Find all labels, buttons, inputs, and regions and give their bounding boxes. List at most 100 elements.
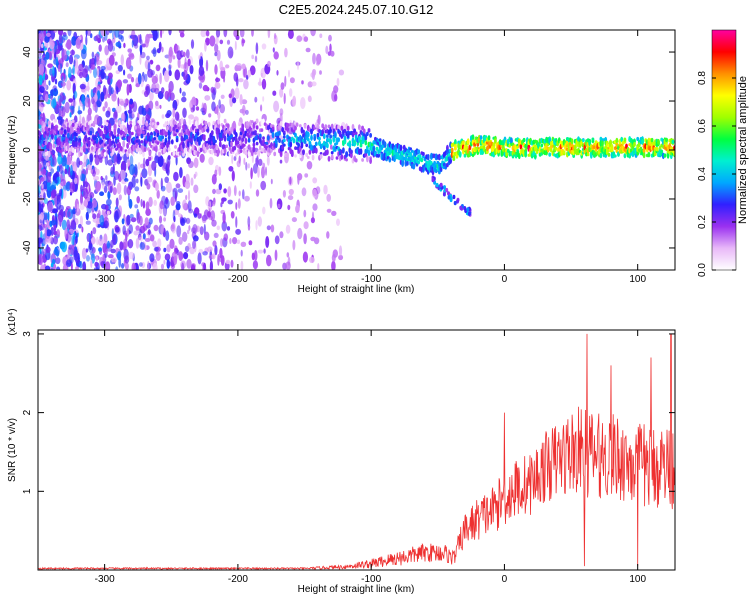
heatmap-cell	[361, 141, 364, 145]
heatmap-cell	[174, 121, 177, 125]
heatmap-cell	[120, 169, 126, 181]
heatmap-cell	[40, 103, 46, 108]
heatmap-cell	[110, 166, 114, 175]
heatmap-cell	[438, 153, 441, 161]
heatmap-cell	[162, 147, 166, 155]
heatmap-cell	[494, 138, 497, 144]
heatmap-cell	[319, 33, 323, 39]
heatmap-cell	[174, 190, 177, 203]
heatmap-cell	[83, 143, 86, 150]
heatmap-cell	[262, 96, 265, 102]
heatmap-cell	[102, 141, 105, 149]
heatmap-cell	[273, 151, 277, 157]
heatmap-cell	[214, 152, 217, 156]
heatmap-cell	[55, 56, 59, 65]
heatmap-cell	[92, 152, 96, 156]
heatmap-cell	[52, 88, 59, 97]
heatmap-cell	[642, 148, 646, 154]
heatmap-cell	[38, 145, 41, 150]
heatmap-cell	[185, 217, 191, 224]
heatmap-cell	[257, 249, 264, 254]
heatmap-cell	[63, 129, 67, 134]
heatmap-cell	[161, 135, 165, 140]
heatmap-cell	[68, 211, 71, 218]
heatmap-cell	[130, 76, 135, 83]
heatmap-cell	[141, 105, 144, 114]
heatmap-cell	[113, 134, 117, 139]
heatmap-cell	[601, 140, 604, 147]
heatmap-cell	[75, 140, 78, 148]
heatmap-cell	[54, 105, 58, 114]
heatmap-cell	[276, 70, 279, 76]
heatmap-cell	[289, 176, 292, 185]
snr-y-axis: 1 2 3	[22, 331, 675, 494]
heatmap-cell	[62, 151, 65, 156]
heatmap-cell	[366, 131, 369, 137]
heatmap-cell	[215, 30, 221, 38]
heatmap-cell	[271, 131, 275, 139]
heatmap-cell	[128, 106, 132, 119]
heatmap-cell	[318, 136, 321, 141]
heatmap-cell	[163, 247, 167, 253]
heatmap-cell	[285, 224, 291, 234]
heatmap-cell	[105, 249, 109, 255]
heatmap-cell	[205, 196, 210, 207]
heatmap-x-label: Height of straight line (km)	[298, 284, 415, 295]
heatmap-cell	[143, 126, 147, 130]
heatmap-cell	[364, 134, 368, 141]
heatmap-cell	[591, 137, 595, 141]
heatmap-cell	[287, 136, 291, 140]
heatmap-cell	[81, 164, 84, 171]
heatmap-cell	[140, 134, 144, 139]
heatmap-cell	[180, 218, 186, 227]
heatmap-cell	[288, 69, 290, 78]
x-tick-label: -300	[95, 574, 115, 585]
heatmap-cell	[657, 138, 660, 145]
x-tick-label: -100	[361, 274, 381, 285]
heatmap-cell	[252, 260, 258, 270]
heatmap-cell	[107, 159, 114, 166]
heatmap-cell	[78, 169, 82, 181]
heatmap-cell	[207, 246, 213, 252]
heatmap-cell	[367, 129, 371, 133]
heatmap-cell	[135, 237, 140, 249]
heatmap-cell	[103, 220, 109, 229]
heatmap-cell	[86, 164, 93, 171]
heatmap-cell	[334, 131, 337, 139]
heatmap-cell	[170, 139, 174, 145]
heatmap-cell	[222, 212, 226, 224]
heatmap-cell	[364, 140, 368, 146]
heatmap-cell	[412, 163, 416, 170]
heatmap-cell	[282, 130, 286, 134]
heatmap-cell	[83, 199, 88, 207]
heatmap-cell	[204, 231, 210, 241]
heatmap-cell	[330, 123, 334, 130]
heatmap-cell	[319, 152, 323, 156]
heatmap-cell	[171, 222, 175, 229]
heatmap-y-axis: -40 -20 0 20 40	[22, 46, 675, 255]
heatmap-cell	[279, 159, 283, 164]
heatmap-cell	[265, 236, 270, 248]
heatmap-cell	[80, 184, 83, 193]
heatmap-cell	[296, 35, 303, 42]
heatmap-cell	[301, 187, 307, 197]
heatmap-cell	[68, 166, 71, 178]
heatmap-cell	[87, 243, 94, 253]
heatmap-cell	[177, 57, 181, 69]
heatmap-cell	[89, 120, 93, 125]
heatmap-cell	[131, 131, 134, 136]
heatmap-cell	[321, 129, 325, 136]
heatmap-cell	[139, 127, 143, 135]
heatmap-cell	[105, 122, 109, 127]
heatmap-cell	[48, 80, 51, 86]
heatmap-cell	[174, 111, 180, 121]
heatmap-cell	[38, 39, 42, 48]
heatmap-cell	[377, 153, 380, 158]
heatmap-cell	[223, 30, 228, 38]
heatmap-cell	[144, 217, 149, 226]
heatmap-cell	[181, 91, 186, 97]
heatmap-cell	[241, 37, 245, 47]
heatmap-cell	[117, 127, 121, 135]
heatmap-cell	[272, 90, 277, 96]
heatmap-cell	[160, 185, 166, 192]
